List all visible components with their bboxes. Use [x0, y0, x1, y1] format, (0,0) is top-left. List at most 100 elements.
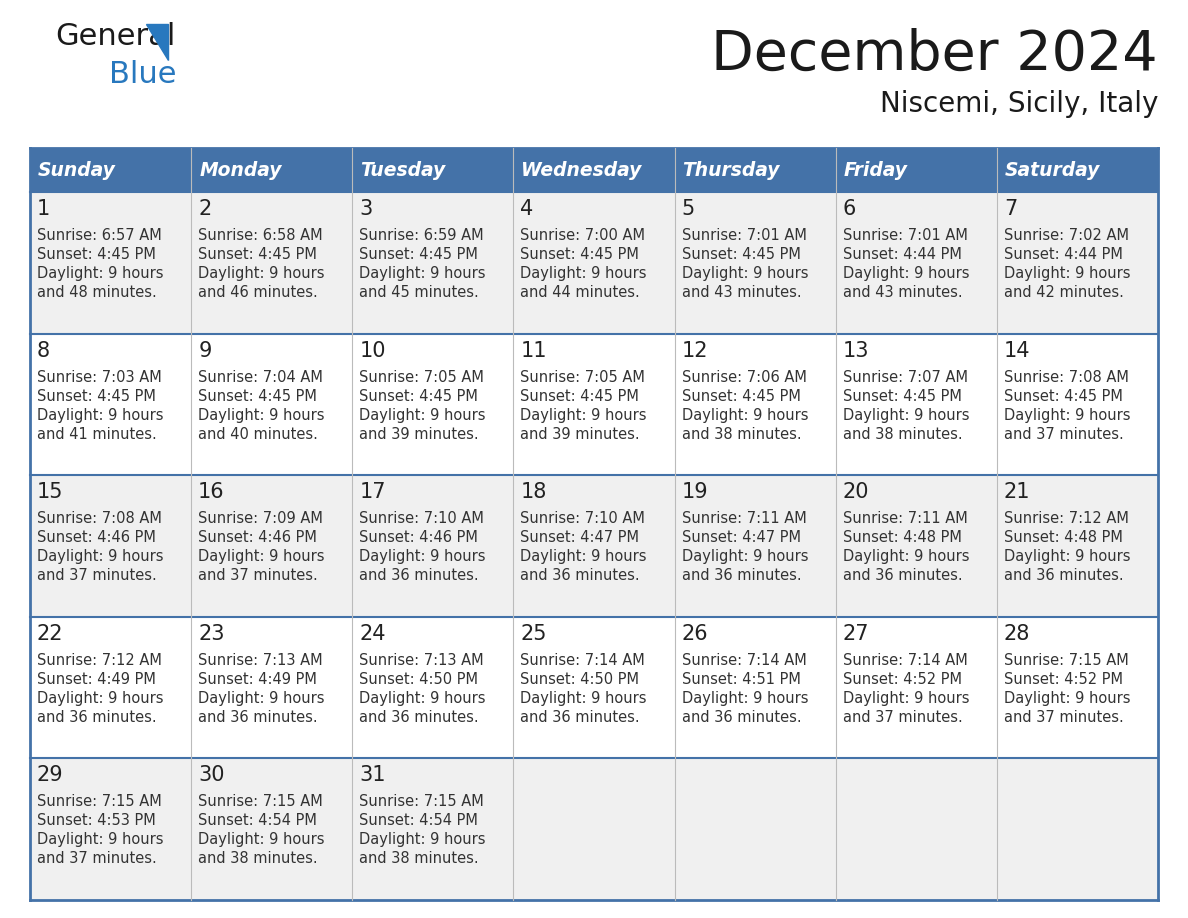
- Text: 3: 3: [359, 199, 373, 219]
- Text: 25: 25: [520, 624, 546, 644]
- Bar: [30, 476, 191, 617]
- Text: Daylight: 9 hours: Daylight: 9 hours: [520, 691, 647, 706]
- Bar: [997, 333, 1158, 476]
- Text: and 39 minutes.: and 39 minutes.: [520, 427, 640, 442]
- Text: Sunrise: 7:15 AM: Sunrise: 7:15 AM: [359, 794, 484, 810]
- Text: Sunrise: 7:15 AM: Sunrise: 7:15 AM: [198, 794, 323, 810]
- Bar: [513, 617, 675, 758]
- Bar: [353, 617, 513, 758]
- Text: Daylight: 9 hours: Daylight: 9 hours: [37, 691, 164, 706]
- Text: Daylight: 9 hours: Daylight: 9 hours: [198, 266, 324, 281]
- Text: and 36 minutes.: and 36 minutes.: [520, 710, 640, 725]
- Text: and 36 minutes.: and 36 minutes.: [359, 710, 479, 725]
- Text: Sunrise: 7:13 AM: Sunrise: 7:13 AM: [198, 653, 323, 667]
- Text: Sunset: 4:45 PM: Sunset: 4:45 PM: [520, 388, 639, 404]
- Text: and 41 minutes.: and 41 minutes.: [37, 427, 157, 442]
- Text: Friday: Friday: [843, 161, 908, 180]
- Text: and 36 minutes.: and 36 minutes.: [37, 710, 157, 725]
- Text: Sunset: 4:47 PM: Sunset: 4:47 PM: [520, 531, 639, 545]
- Text: Sunset: 4:45 PM: Sunset: 4:45 PM: [37, 388, 156, 404]
- Bar: [191, 476, 353, 617]
- Text: 8: 8: [37, 341, 50, 361]
- Text: Daylight: 9 hours: Daylight: 9 hours: [1004, 408, 1130, 422]
- Text: and 45 minutes.: and 45 minutes.: [359, 285, 479, 300]
- Text: Daylight: 9 hours: Daylight: 9 hours: [1004, 691, 1130, 706]
- Text: Sunrise: 7:11 AM: Sunrise: 7:11 AM: [682, 511, 807, 526]
- Text: 24: 24: [359, 624, 386, 644]
- Text: 15: 15: [37, 482, 63, 502]
- Text: Sunset: 4:45 PM: Sunset: 4:45 PM: [1004, 388, 1123, 404]
- Text: 28: 28: [1004, 624, 1030, 644]
- Text: Sunrise: 7:01 AM: Sunrise: 7:01 AM: [682, 228, 807, 243]
- Bar: [353, 192, 513, 333]
- Text: 30: 30: [198, 766, 225, 786]
- Bar: [835, 192, 997, 333]
- Text: Sunset: 4:53 PM: Sunset: 4:53 PM: [37, 813, 156, 828]
- Text: Sunrise: 7:06 AM: Sunrise: 7:06 AM: [682, 370, 807, 385]
- Bar: [30, 148, 191, 192]
- Bar: [997, 476, 1158, 617]
- Text: Daylight: 9 hours: Daylight: 9 hours: [1004, 549, 1130, 565]
- Text: December 2024: December 2024: [712, 28, 1158, 82]
- Text: Sunrise: 7:08 AM: Sunrise: 7:08 AM: [1004, 370, 1129, 385]
- Bar: [675, 148, 835, 192]
- Text: Thursday: Thursday: [683, 161, 781, 180]
- Text: Sunrise: 7:10 AM: Sunrise: 7:10 AM: [520, 511, 645, 526]
- Text: 12: 12: [682, 341, 708, 361]
- Text: Sunset: 4:52 PM: Sunset: 4:52 PM: [1004, 672, 1123, 687]
- Text: 27: 27: [842, 624, 870, 644]
- Text: and 36 minutes.: and 36 minutes.: [520, 568, 640, 583]
- Bar: [513, 192, 675, 333]
- Text: and 40 minutes.: and 40 minutes.: [198, 427, 318, 442]
- Text: Sunset: 4:51 PM: Sunset: 4:51 PM: [682, 672, 801, 687]
- Bar: [835, 617, 997, 758]
- Text: Sunset: 4:47 PM: Sunset: 4:47 PM: [682, 531, 801, 545]
- Text: 4: 4: [520, 199, 533, 219]
- Text: Sunset: 4:48 PM: Sunset: 4:48 PM: [1004, 531, 1123, 545]
- Text: 29: 29: [37, 766, 64, 786]
- Bar: [353, 758, 513, 900]
- Text: and 37 minutes.: and 37 minutes.: [842, 710, 962, 725]
- Bar: [191, 148, 353, 192]
- Bar: [513, 758, 675, 900]
- Bar: [997, 617, 1158, 758]
- Text: and 48 minutes.: and 48 minutes.: [37, 285, 157, 300]
- Text: Sunrise: 7:09 AM: Sunrise: 7:09 AM: [198, 511, 323, 526]
- Text: Daylight: 9 hours: Daylight: 9 hours: [520, 549, 647, 565]
- Text: Sunrise: 7:14 AM: Sunrise: 7:14 AM: [842, 653, 967, 667]
- Polygon shape: [146, 24, 168, 60]
- Text: Sunset: 4:46 PM: Sunset: 4:46 PM: [198, 531, 317, 545]
- Text: Daylight: 9 hours: Daylight: 9 hours: [359, 691, 486, 706]
- Text: 21: 21: [1004, 482, 1030, 502]
- Bar: [997, 148, 1158, 192]
- Text: 9: 9: [198, 341, 211, 361]
- Text: Daylight: 9 hours: Daylight: 9 hours: [198, 691, 324, 706]
- Text: Sunset: 4:54 PM: Sunset: 4:54 PM: [359, 813, 478, 828]
- Bar: [353, 148, 513, 192]
- Text: Blue: Blue: [109, 60, 177, 89]
- Text: General: General: [55, 22, 176, 51]
- Text: Daylight: 9 hours: Daylight: 9 hours: [37, 266, 164, 281]
- Text: Sunrise: 7:07 AM: Sunrise: 7:07 AM: [842, 370, 968, 385]
- Text: and 36 minutes.: and 36 minutes.: [1004, 568, 1124, 583]
- Text: and 38 minutes.: and 38 minutes.: [359, 851, 479, 867]
- Text: 17: 17: [359, 482, 386, 502]
- Text: and 36 minutes.: and 36 minutes.: [682, 568, 801, 583]
- Text: Sunset: 4:49 PM: Sunset: 4:49 PM: [198, 672, 317, 687]
- Text: and 46 minutes.: and 46 minutes.: [198, 285, 318, 300]
- Text: Sunset: 4:45 PM: Sunset: 4:45 PM: [682, 388, 801, 404]
- Text: Sunset: 4:45 PM: Sunset: 4:45 PM: [520, 247, 639, 262]
- Text: Daylight: 9 hours: Daylight: 9 hours: [842, 691, 969, 706]
- Text: Sunset: 4:45 PM: Sunset: 4:45 PM: [198, 247, 317, 262]
- Bar: [835, 758, 997, 900]
- Text: and 42 minutes.: and 42 minutes.: [1004, 285, 1124, 300]
- Text: 14: 14: [1004, 341, 1030, 361]
- Text: Daylight: 9 hours: Daylight: 9 hours: [359, 408, 486, 422]
- Text: Sunset: 4:54 PM: Sunset: 4:54 PM: [198, 813, 317, 828]
- Text: 23: 23: [198, 624, 225, 644]
- Bar: [835, 148, 997, 192]
- Text: Niscemi, Sicily, Italy: Niscemi, Sicily, Italy: [879, 90, 1158, 118]
- Text: and 44 minutes.: and 44 minutes.: [520, 285, 640, 300]
- Text: Daylight: 9 hours: Daylight: 9 hours: [682, 266, 808, 281]
- Bar: [353, 476, 513, 617]
